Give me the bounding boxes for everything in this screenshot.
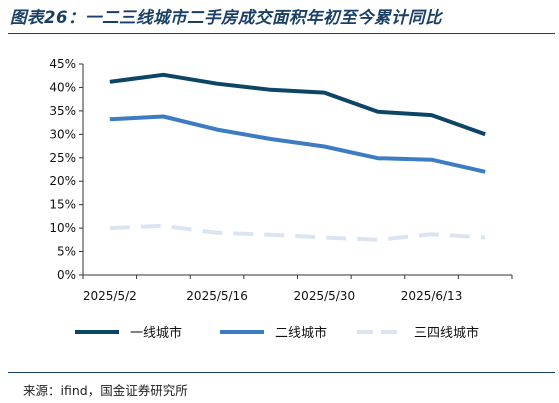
y-axis: 0% 5% 10% 15% 20% 25% 30% 35% 40% 45%	[49, 57, 84, 282]
line-chart: 0%5%10%15%20%25%30%35%40%45% 2025/5/2 202…	[49, 57, 513, 341]
source-rule	[8, 372, 555, 373]
series-line	[109, 223, 486, 242]
legend: 一线城市 二线城市 三四线城市	[75, 325, 479, 341]
y-tick-label: 30%	[49, 127, 76, 141]
y-tick-label: 35%	[49, 104, 76, 118]
legend-label: 一线城市	[130, 325, 182, 341]
x-tick-label: 2025/5/16	[186, 289, 248, 303]
series-2	[109, 114, 486, 174]
y-tick-label: 20%	[49, 174, 76, 188]
x-axis: 2025/5/2 2025/5/16 2025/5/30 2025/6/13	[82, 274, 513, 303]
legend-label: 二线城市	[275, 325, 327, 341]
series-1	[109, 72, 486, 137]
y-tick-label: 0%	[57, 268, 76, 282]
title-rule	[8, 33, 555, 34]
y-tick-label: 10%	[49, 221, 76, 235]
series-3	[109, 223, 486, 242]
x-tick-label: 2025/5/2	[83, 289, 137, 303]
source-note: 来源：ifind，国金证券研究所	[23, 383, 188, 398]
y-tick-label: 15%	[49, 198, 76, 212]
series-layer	[109, 72, 486, 242]
chart-title: 图表26：一二三线城市二手房成交面积年初至今累计同比	[10, 8, 442, 27]
y-tick-label: 45%	[49, 57, 76, 71]
series-line	[109, 72, 486, 137]
y-tick-label: 40%	[49, 80, 76, 94]
series-line	[109, 114, 486, 174]
y-tick-label: 25%	[49, 151, 76, 165]
x-tick-label: 2025/5/30	[294, 289, 356, 303]
legend-label: 三四线城市	[414, 325, 479, 341]
x-tick-label: 2025/6/13	[401, 289, 463, 303]
y-tick-label: 5%	[57, 245, 76, 259]
